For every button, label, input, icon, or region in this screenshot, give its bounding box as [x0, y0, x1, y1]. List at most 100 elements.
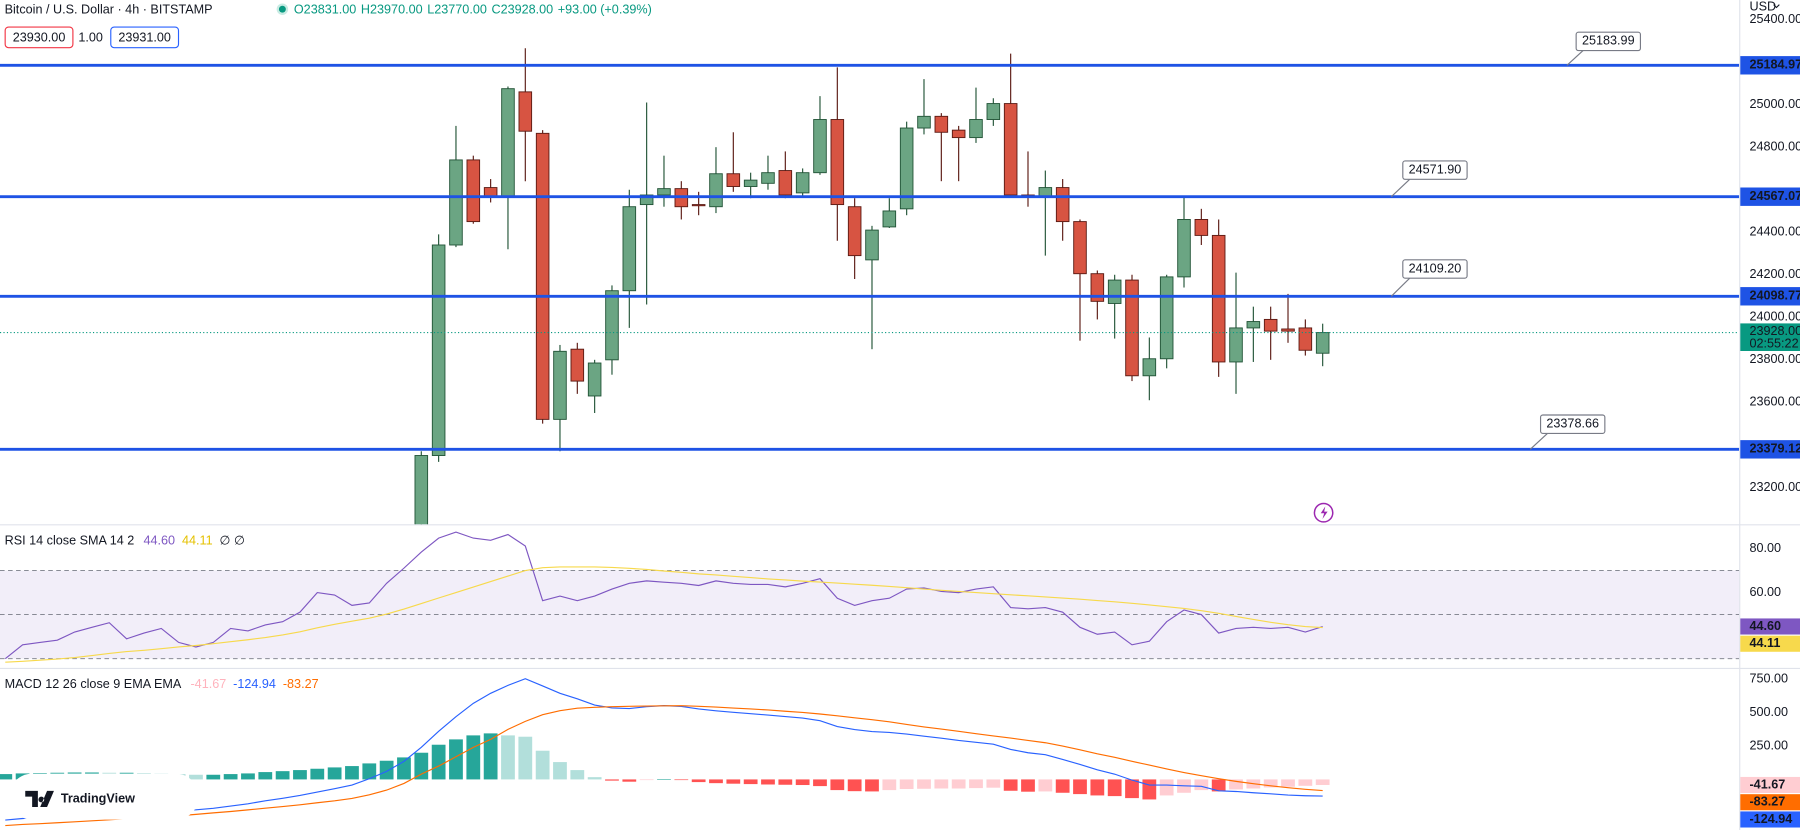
candle-body [639, 194, 654, 206]
currency-chevron[interactable] [1773, 4, 1780, 9]
y-tick-label: 24200.00 [1749, 267, 1800, 281]
macd-histogram-bar [223, 774, 238, 780]
callout-leader [1390, 277, 1411, 297]
candle-body [587, 362, 602, 397]
candle-body [1229, 327, 1243, 363]
macd-histogram-bar [553, 762, 567, 780]
callout-text: 23378.66 [1546, 417, 1599, 431]
callout-box [1539, 414, 1606, 434]
macd-histogram-bar [414, 752, 429, 780]
macd-histogram-bar [327, 767, 342, 780]
ask-box[interactable] [110, 26, 180, 49]
rsi-line [5, 566, 1323, 663]
macd-histogram-bar [830, 779, 845, 791]
macd-histogram-bar [1229, 779, 1243, 790]
spread: 1.00 [78, 30, 103, 44]
macd-histogram-bar [206, 774, 221, 780]
macd-histogram-bar [639, 779, 654, 781]
candle-body [501, 88, 515, 197]
macd-histogram-bar [501, 735, 515, 780]
ohlc-close: C23928.00 [491, 3, 553, 17]
y-tick-label: 24400.00 [1749, 225, 1800, 239]
currency: USD [1749, 0, 1776, 13]
rsi-badge: 44.11 [1749, 636, 1780, 650]
macd-badge-bg [1740, 776, 1800, 794]
symbol-title: Bitcoin / U.S. Dollar · 4h · BITSTAMP [5, 3, 213, 17]
candle-body [761, 172, 775, 184]
macd-histogram-bar [275, 771, 290, 780]
candle-body [657, 188, 671, 196]
candle-body [1281, 328, 1295, 332]
macd-pane [0, 678, 1330, 827]
rsi-badge: 44.60 [1749, 619, 1781, 633]
candle-body [466, 159, 481, 223]
macd-histogram-bar [847, 779, 862, 792]
callout-box [1402, 160, 1468, 180]
candle-body [1246, 321, 1261, 329]
price-axis: 23200.00 23600.00 23800.00 24000.00 24200.00… [1740, 12, 1800, 828]
level-label-bg [1740, 187, 1800, 206]
watermark-badge [9, 773, 199, 820]
callout-leader [1566, 50, 1584, 66]
bid-box[interactable] [4, 26, 74, 49]
candle-body [1315, 332, 1330, 354]
status-dot [278, 5, 286, 13]
macd-histogram-bar [899, 779, 914, 790]
candle-body [1159, 276, 1174, 360]
macd-histogram-bar [969, 779, 983, 789]
macd-histogram-bar [1125, 779, 1139, 799]
macd-histogram-bar [1073, 779, 1087, 795]
macd-histogram-bar [934, 779, 949, 789]
ohlc-legend: O23831.00 H23970.00 L23770.00 C23928.00 +93.… [294, 3, 652, 17]
alert-bolt [1320, 506, 1328, 520]
callout-box [1402, 259, 1468, 279]
callout-leader [1529, 432, 1548, 450]
callout-text: 24571.90 [1409, 162, 1462, 176]
candle-body [986, 103, 1001, 120]
macd-histogram-bar [605, 779, 619, 781]
signal-line [5, 705, 1323, 827]
macd-hist-value: -41.67 [190, 677, 226, 691]
macd-histogram-bar [951, 779, 966, 789]
macd-legend: MACD 12 26 close 9 EMA EMA -41.67 -124.94-… [5, 677, 319, 691]
macd-histogram-bar [657, 779, 671, 780]
y-tick-label: 80.00 [1749, 541, 1781, 555]
candle-body [899, 127, 914, 210]
ohlc-change: +93.00 (+0.39%) [558, 3, 652, 17]
macd-histogram-bar [293, 770, 307, 780]
macd-histogram-bar [379, 760, 394, 780]
macd-histogram-bar [674, 779, 689, 781]
macd-badge: -41.67 [1749, 777, 1785, 791]
candle-body [622, 206, 637, 292]
macd-histogram-bar [1159, 779, 1174, 796]
level-label: 25184.97 [1749, 58, 1800, 72]
candle-body [1073, 221, 1087, 275]
candle-body [865, 229, 879, 261]
macd-histogram-bar [813, 779, 827, 787]
macd-histogram-bar [483, 733, 498, 780]
rsi-title: RSI 14 close SMA 14 2 [5, 534, 135, 548]
candle-body [431, 244, 446, 456]
candle-body [830, 119, 845, 206]
macd-histogram-bar [1211, 779, 1226, 792]
macd-histogram-bar [865, 779, 879, 792]
macd-histogram-bar [1107, 779, 1122, 797]
macd-badge-bg [1740, 794, 1800, 811]
candle-body [1211, 234, 1226, 363]
rsi-legend: RSI 14 close SMA 14 2 44.60 44.11 ∅ ∅ [5, 534, 245, 548]
rsi-line [4, 531, 1323, 660]
y-tick-label: 250.00 [1749, 738, 1788, 752]
y-tick-label: 23200.00 [1749, 480, 1800, 494]
candle-body [535, 132, 550, 420]
macd-histogram-bar [709, 779, 723, 784]
y-tick-label: 23600.00 [1749, 395, 1800, 409]
candle-body [1055, 187, 1070, 223]
candle-body [795, 172, 810, 194]
macd-histogram-bar [570, 770, 585, 780]
candle-body [813, 119, 827, 174]
candle-body [934, 115, 949, 133]
macd-value: -124.94 [233, 677, 276, 691]
macd-signal-value: -83.27 [283, 677, 319, 691]
